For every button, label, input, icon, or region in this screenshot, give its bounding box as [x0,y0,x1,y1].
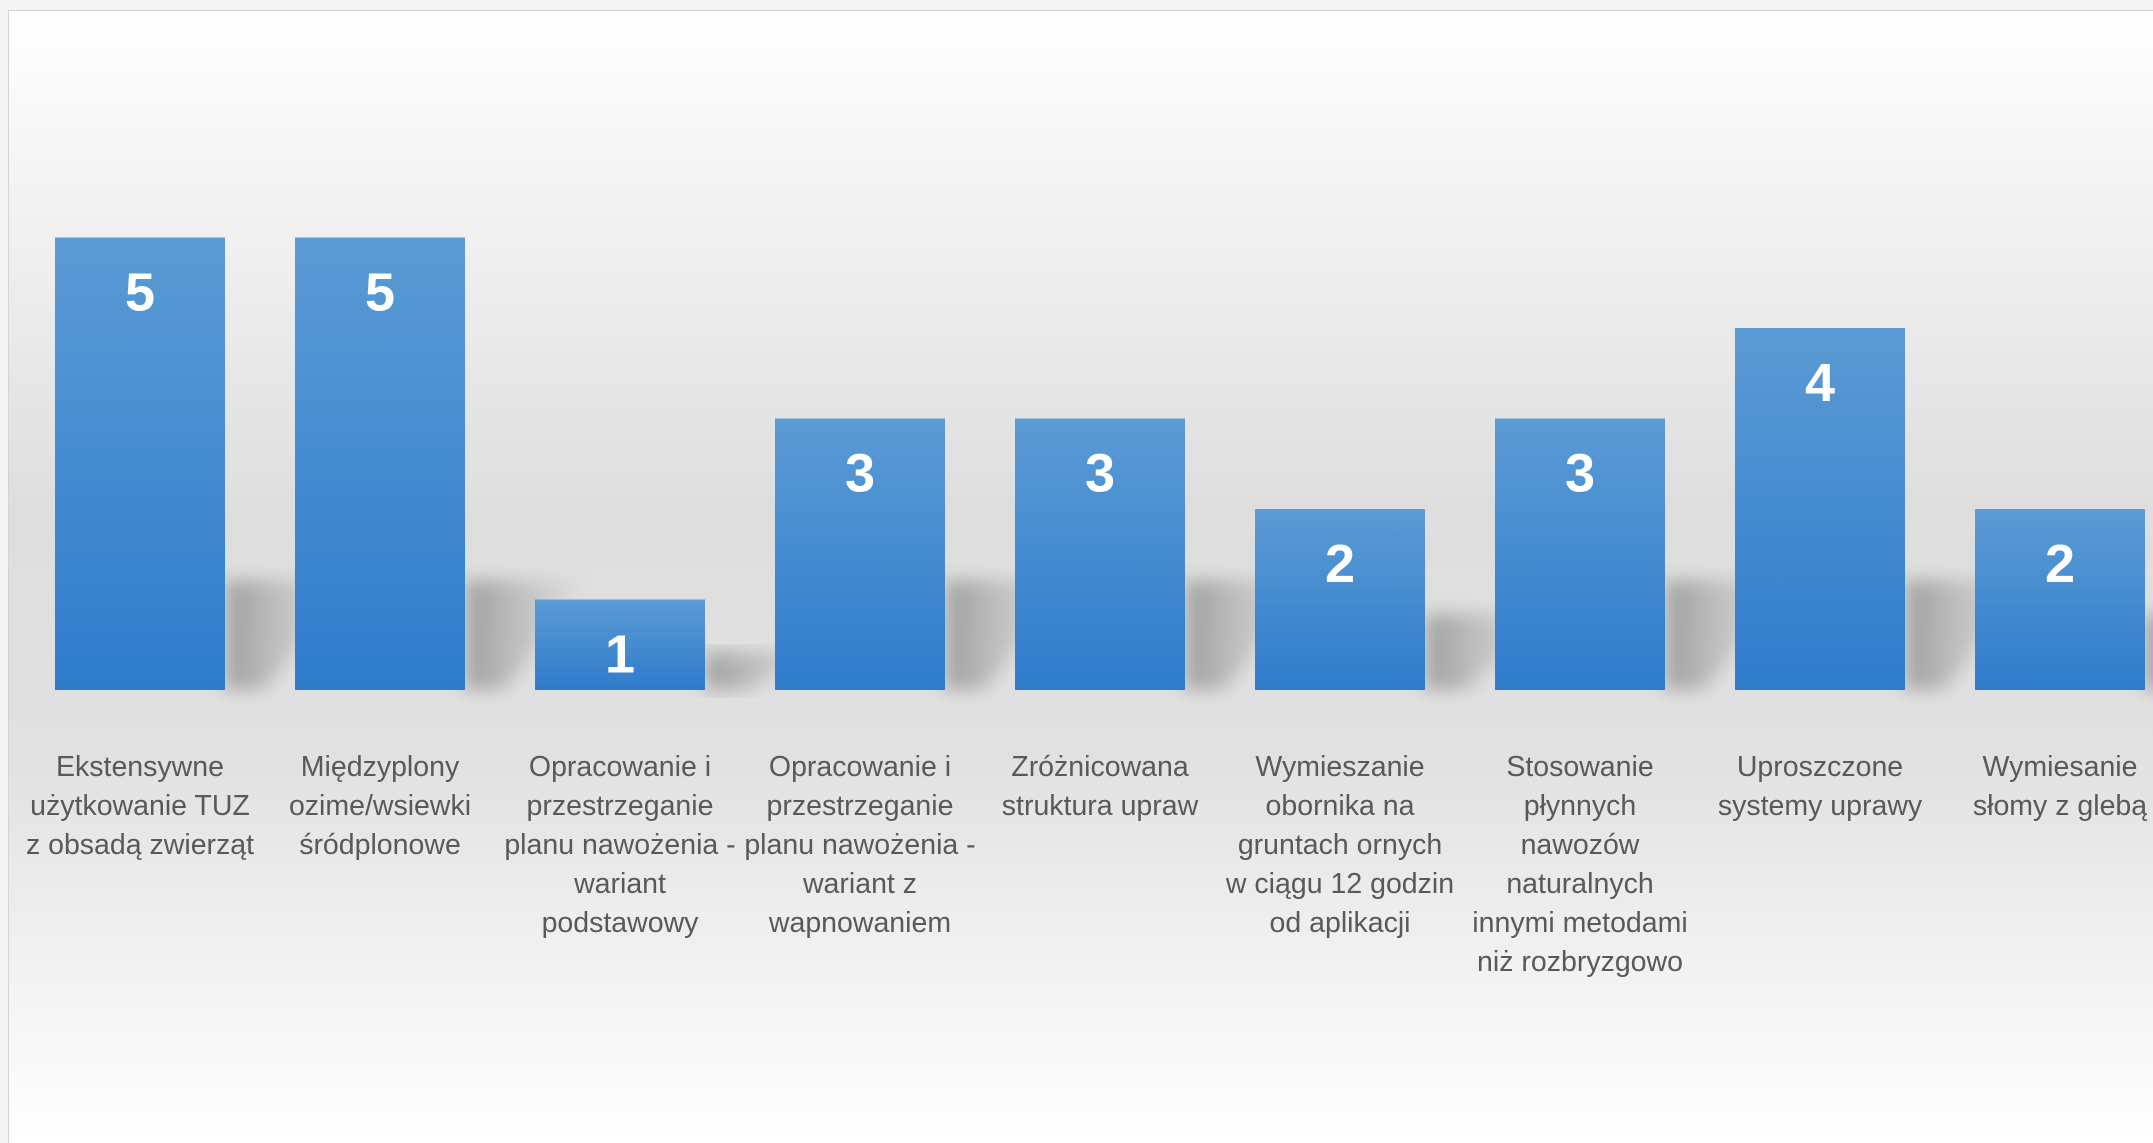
bar [1255,509,1425,690]
bar-value-label: 3 [1085,444,1115,504]
bar-chart: 5 5 1 3 3 2 3 4 2 [55,237,2153,690]
category-label: Wymieszanie obornika na gruntach ornych … [1225,751,1455,939]
bar-value-label: 2 [1325,534,1355,594]
category-label: Wymiesanie słomy z glebą [1972,751,2148,822]
bar-value-label: 3 [1565,444,1595,504]
category-label: Stosowanie płynnych nawozów naturalnych … [1472,751,1688,978]
category-label: Ekstensywne użytkowanie TUZ z obsadą zwi… [25,751,255,861]
bar [295,237,465,690]
bar [1495,418,1665,690]
bars [55,237,2145,690]
bar [1735,328,1905,690]
value-labels: 5 5 1 3 3 2 3 4 2 [125,263,2075,685]
bar-value-label: 2 [2045,534,2075,594]
bar-shadow [2145,613,2153,690]
bar-value-label: 4 [1805,353,1835,413]
chart-area: 5 5 1 3 3 2 3 4 2 Ekstensywne użytkowanie TUZ z … [8,10,2153,1143]
bar [1975,509,2145,690]
category-label: Uproszczone systemy uprawy [1717,751,1923,822]
bar-value-label: 5 [365,263,395,323]
category-label: Opracowanie i przestrzeganie planu nawoż… [744,751,976,939]
bar [1015,418,1185,690]
bar [55,237,225,690]
bar [775,418,945,690]
bar-value-label: 5 [125,263,155,323]
category-label: Opracowanie i przestrzeganie planu nawoż… [504,751,736,939]
bar [535,599,705,690]
bar-value-label: 3 [845,444,875,504]
category-label: Zróżnicowana struktura upraw [1001,751,1199,822]
category-label: Międzyplony ozime/wsiewki śródplonowe [288,751,472,861]
bar-value-label: 1 [605,625,635,685]
